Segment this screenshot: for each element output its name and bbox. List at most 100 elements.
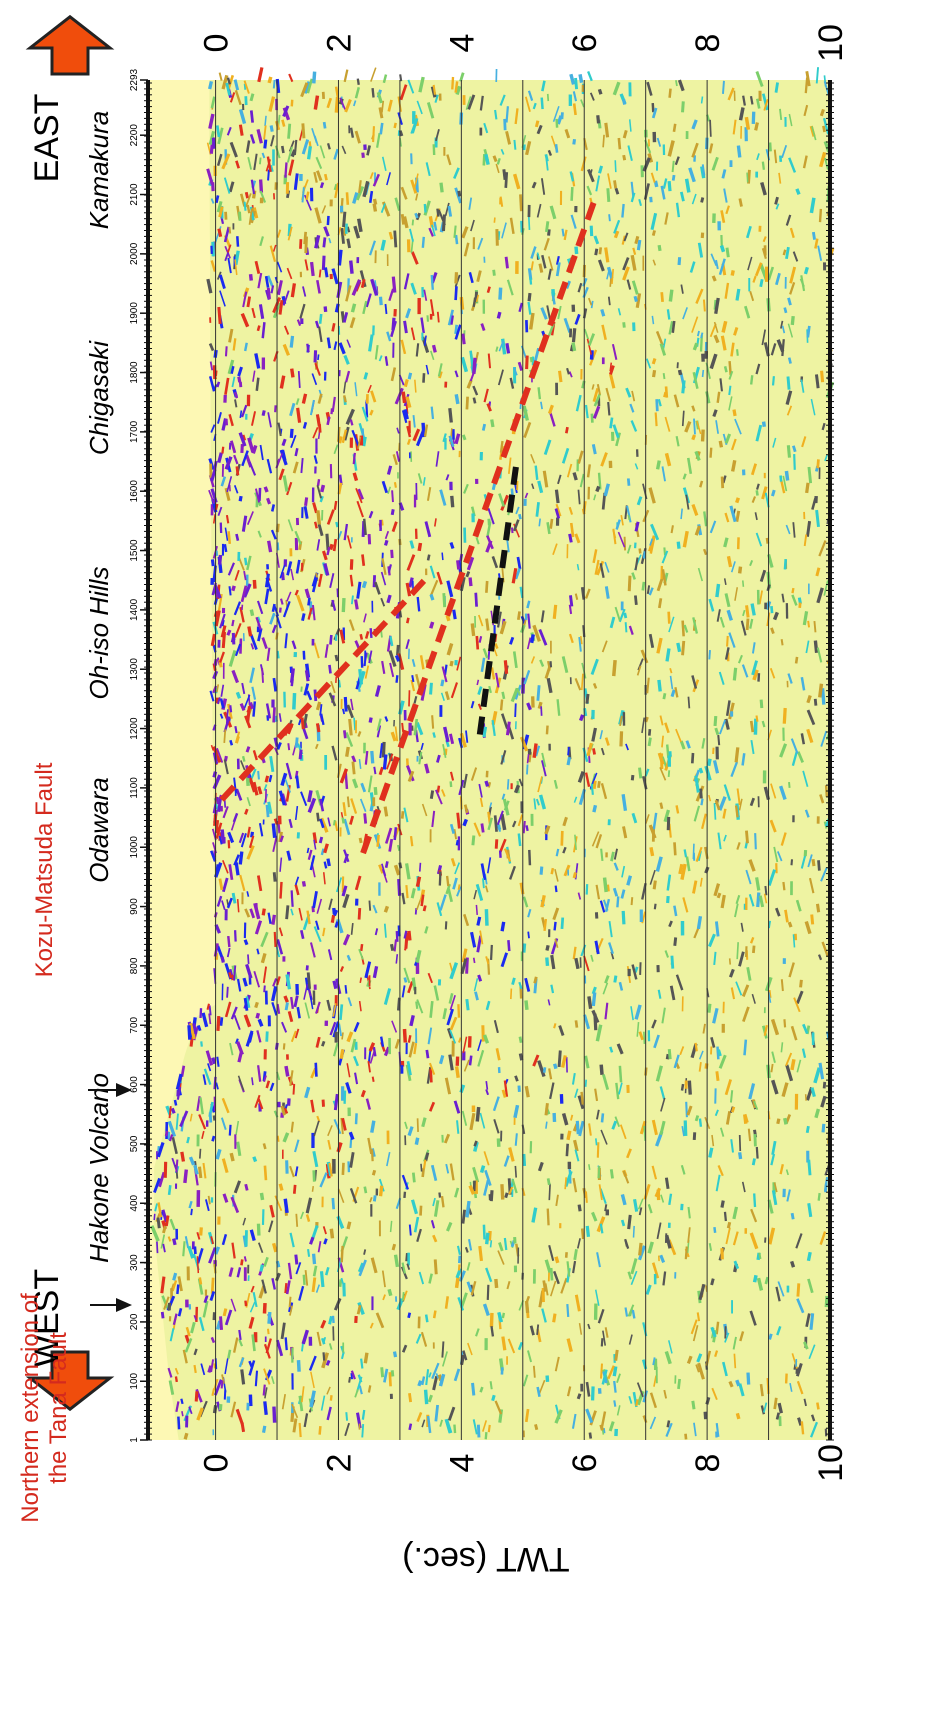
seismic-trace xyxy=(327,534,328,550)
seismic-trace xyxy=(405,321,407,333)
seismic-trace xyxy=(467,572,469,577)
seismic-trace xyxy=(524,944,525,953)
seismic-trace xyxy=(232,366,234,374)
seismic-trace xyxy=(638,240,639,250)
seismic-trace xyxy=(527,356,528,369)
seismic-trace xyxy=(441,183,442,193)
cmp-tick-label: 2200 xyxy=(129,124,140,147)
seismic-trace xyxy=(201,1041,202,1046)
seismic-trace xyxy=(678,542,679,549)
seismic-trace xyxy=(361,1359,362,1369)
seismic-trace xyxy=(228,630,230,635)
seismic-trace xyxy=(528,754,529,763)
seismic-trace xyxy=(494,270,495,276)
seismic-trace xyxy=(771,1064,772,1072)
seismic-trace xyxy=(737,1413,739,1419)
seismic-trace xyxy=(734,410,735,416)
seismic-trace xyxy=(415,380,416,393)
seismic-trace xyxy=(447,876,448,886)
seismic-trace xyxy=(681,509,682,519)
seismic-trace xyxy=(362,554,363,565)
seismic-trace xyxy=(416,1001,417,1008)
seismic-trace xyxy=(325,1239,327,1244)
seismic-trace xyxy=(365,373,367,380)
seismic-trace xyxy=(526,1000,527,1009)
seismic-trace xyxy=(720,441,721,447)
seismic-trace xyxy=(304,1275,305,1285)
seismic-trace xyxy=(245,1256,246,1261)
seismic-trace xyxy=(801,980,802,988)
seismic-trace xyxy=(628,515,629,520)
seismic-trace xyxy=(755,1275,756,1282)
seismic-trace xyxy=(374,767,375,774)
seismic-trace xyxy=(360,838,361,843)
seismic-trace xyxy=(593,444,595,454)
seismic-trace xyxy=(363,153,364,158)
seismic-trace xyxy=(251,274,252,280)
seismic-trace xyxy=(491,1381,492,1389)
seismic-trace xyxy=(754,1193,755,1207)
seismic-trace xyxy=(615,976,616,983)
seismic-trace xyxy=(622,204,623,218)
seismic-trace xyxy=(785,1118,786,1124)
seismic-trace xyxy=(601,1224,603,1234)
seismic-trace xyxy=(258,326,259,331)
seismic-trace xyxy=(649,738,650,746)
seismic-trace xyxy=(431,791,432,799)
seismic-trace xyxy=(736,805,737,817)
seismic-trace xyxy=(531,357,532,362)
seismic-trace xyxy=(452,496,453,507)
seismic-trace xyxy=(217,1057,218,1067)
seismic-trace xyxy=(405,379,407,386)
seismic-trace xyxy=(668,896,669,903)
seismic-trace xyxy=(624,99,625,104)
seismic-trace xyxy=(344,395,346,402)
seismic-trace xyxy=(730,958,731,964)
time-tick-label: 6 xyxy=(566,34,604,53)
seismic-trace xyxy=(751,96,752,104)
seismic-trace xyxy=(785,559,786,569)
seismic-trace xyxy=(527,1296,529,1301)
seismic-trace xyxy=(484,1225,485,1240)
seismic-trace xyxy=(464,819,466,825)
seismic-trace xyxy=(320,270,321,278)
seismic-trace xyxy=(723,81,724,94)
seismic-trace xyxy=(541,402,542,409)
seismic-trace xyxy=(823,1124,824,1132)
seismic-trace xyxy=(600,247,601,254)
seismic-trace xyxy=(534,798,535,809)
seismic-trace xyxy=(640,1243,641,1255)
seismic-trace xyxy=(393,1244,395,1250)
seismic-trace xyxy=(251,110,252,122)
seismic-trace xyxy=(640,768,641,779)
seismic-trace xyxy=(451,661,452,666)
seismic-trace xyxy=(709,759,710,766)
seismic-trace xyxy=(611,852,613,861)
seismic-trace xyxy=(342,228,344,244)
seismic-trace xyxy=(737,498,739,503)
seismic-trace xyxy=(575,1249,577,1260)
seismic-trace xyxy=(792,316,793,325)
seismic-trace xyxy=(504,169,505,179)
cmp-tick-label: 1800 xyxy=(129,361,140,384)
seismic-trace xyxy=(371,628,372,638)
seismic-trace xyxy=(732,270,733,275)
seismic-trace xyxy=(567,1304,568,1317)
seismic-trace xyxy=(602,309,604,316)
cmp-tick-label: 1900 xyxy=(129,302,140,325)
seismic-trace xyxy=(574,139,575,144)
seismic-trace xyxy=(261,1265,262,1272)
seismic-trace xyxy=(213,1136,214,1141)
seismic-trace xyxy=(582,1092,583,1105)
seismic-trace xyxy=(582,1228,583,1239)
seismic-trace xyxy=(178,1417,179,1430)
seismic-trace xyxy=(476,905,477,915)
seismic-trace xyxy=(391,944,392,950)
seismic-trace xyxy=(354,453,355,464)
seismic-trace xyxy=(274,80,275,88)
seismic-trace xyxy=(685,849,686,857)
seismic-trace xyxy=(602,1338,603,1346)
seismic-trace xyxy=(396,655,398,661)
seismic-trace xyxy=(327,1360,329,1365)
seismic-trace xyxy=(640,548,641,553)
